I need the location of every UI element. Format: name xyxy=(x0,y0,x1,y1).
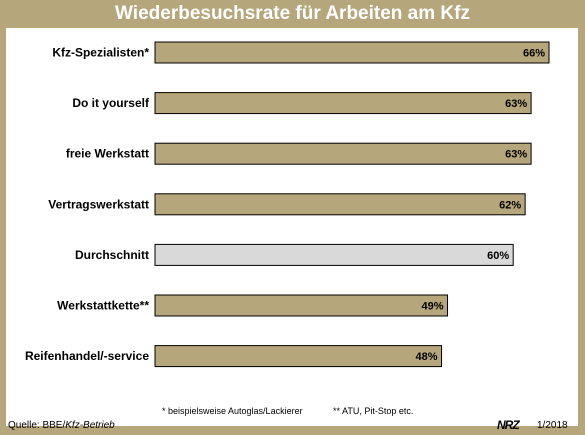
value-label: 60% xyxy=(487,250,509,262)
footnote-chains: ** ATU, Pit-Stop etc. xyxy=(333,406,414,416)
source-note: Quelle: BBE/Kfz-Betrieb xyxy=(8,420,115,431)
source-publication: Kfz-Betrieb xyxy=(65,420,115,431)
bar-chart: Kfz-Spezialisten* 66% Do it yourself 63% fre… xyxy=(25,41,550,368)
category-label: Reifenhandel/-service xyxy=(25,349,149,363)
category-label: Durchschnitt xyxy=(75,248,149,262)
bar-6 xyxy=(154,345,443,368)
value-label: 66% xyxy=(523,48,545,60)
bar-1 xyxy=(154,92,532,115)
category-label: Kfz-Spezialisten* xyxy=(52,46,149,60)
value-label: 63% xyxy=(505,149,527,161)
chart-panel: Kfz-Spezialisten* 66% Do it yourself 63% fre… xyxy=(6,28,578,426)
bar-5 xyxy=(154,294,449,317)
value-label: 48% xyxy=(416,351,438,363)
value-label: 62% xyxy=(499,199,521,211)
category-label: Vertragswerkstatt xyxy=(48,197,149,211)
category-label: freie Werkstatt xyxy=(66,147,149,161)
footnote-specialists: * beispielsweise Autoglas/Lackierer xyxy=(162,406,303,416)
bar-0 xyxy=(154,41,550,64)
value-label: 63% xyxy=(505,98,527,110)
chart-title: Wiederbesuchsrate für Arbeiten am Kfz xyxy=(115,3,470,24)
publisher-logo: NRZ xyxy=(497,418,520,432)
bar-2 xyxy=(154,142,532,165)
bar-3 xyxy=(154,193,526,216)
value-label: 49% xyxy=(421,301,443,313)
source-prefix: Quelle: BBE/ xyxy=(8,420,66,431)
bar-4 xyxy=(154,243,514,266)
category-label: Do it yourself xyxy=(72,96,150,110)
publication-date: 1/2018 xyxy=(537,420,568,431)
category-label: Werkstattkette** xyxy=(57,299,149,313)
